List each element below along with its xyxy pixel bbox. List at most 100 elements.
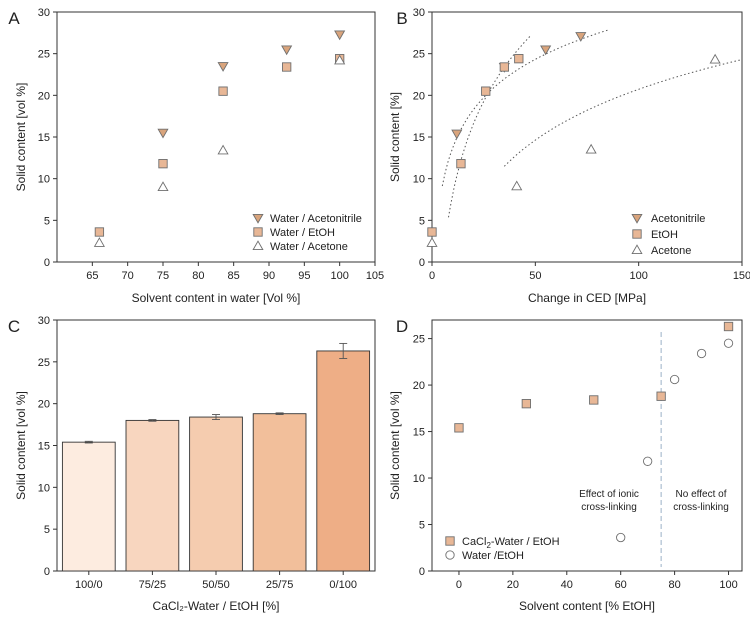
y-tick-label: 5 — [44, 215, 50, 227]
y-axis-label: Solid content [vol %] — [388, 391, 402, 500]
data-point — [616, 532, 626, 543]
legend-marker — [631, 244, 643, 255]
y-tick-label: 30 — [38, 7, 50, 19]
y-tick-label: 15 — [413, 132, 425, 144]
panel-b: 0 5 10 15 20 25 30 0 50 100 150 B Solid content [%] C… — [388, 7, 750, 305]
data-point — [217, 144, 229, 155]
x-tick-label: 0 — [429, 270, 435, 282]
y-tick-label: 15 — [38, 441, 50, 453]
x-tick-label: 105 — [366, 270, 384, 282]
y-tick-label: 10 — [38, 174, 50, 186]
data-point — [511, 180, 523, 191]
legend-marker — [631, 213, 643, 224]
y-tick-label: 25 — [413, 49, 425, 61]
data-point — [158, 159, 168, 169]
legend-label: Acetonitrile — [651, 213, 705, 225]
x-tick-label: 150 — [733, 270, 750, 282]
data-point — [334, 30, 346, 41]
y-tick-label: 5 — [419, 215, 425, 227]
y-tick-label: 25 — [413, 334, 425, 346]
legend-label: Water /EtOH — [462, 550, 524, 562]
legend-marker — [253, 227, 263, 237]
y-tick-label: 15 — [38, 132, 50, 144]
x-tick-label: 50/50 — [202, 579, 230, 591]
legend-marker — [445, 536, 455, 546]
annotation-no-effect: cross-linking — [673, 502, 729, 513]
y-tick-label: 30 — [38, 315, 50, 327]
trend-line — [503, 59, 743, 167]
x-axis-label: Solvent content in water [Vol %] — [132, 291, 301, 305]
y-tick-label: 0 — [419, 257, 425, 269]
data-point — [723, 338, 734, 348]
panel-letter: A — [8, 9, 20, 28]
trend-line — [441, 29, 608, 187]
x-tick-label: 80 — [668, 579, 680, 591]
panel-letter: B — [396, 9, 407, 28]
bar — [125, 419, 180, 572]
x-tick-label: 85 — [228, 270, 240, 282]
data-point — [540, 45, 552, 56]
panel-letter: D — [396, 317, 408, 336]
x-axis-label: CaCl₂-Water / EtOH [%] — [153, 599, 280, 613]
y-axis-label: Solid content [%] — [388, 92, 402, 182]
y-tick-label: 10 — [38, 482, 50, 494]
data-point — [656, 391, 666, 401]
y-tick-label: 5 — [44, 524, 50, 536]
x-tick-label: 0/100 — [329, 579, 357, 591]
data-point — [94, 227, 105, 237]
y-tick-label: 20 — [413, 380, 425, 392]
annotation-no-effect: No effect of — [676, 489, 727, 500]
data-point — [499, 62, 509, 72]
x-tick-label: 70 — [122, 270, 134, 282]
y-tick-label: 0 — [44, 257, 50, 269]
x-tick-label: 75/25 — [139, 579, 167, 591]
legend-marker — [445, 550, 455, 560]
legend-marker — [252, 240, 264, 251]
bar — [316, 350, 371, 572]
annotation-ionic: cross-linking — [581, 502, 637, 513]
data-point — [281, 45, 293, 56]
y-tick-label: 15 — [413, 427, 425, 439]
x-tick-label: 100/0 — [75, 579, 103, 591]
data-point — [643, 456, 653, 466]
data-point — [218, 86, 228, 96]
x-tick-label: 20 — [507, 579, 519, 591]
x-tick-label: 25/75 — [266, 579, 294, 591]
y-tick-label: 10 — [413, 473, 425, 485]
x-tick-label: 80 — [192, 270, 204, 282]
data-point — [585, 143, 597, 154]
annotation-ionic: Effect of ionic — [579, 489, 639, 500]
x-tick-label: 100 — [629, 270, 647, 282]
y-axis-label: Solid content [vol %] — [14, 83, 28, 192]
x-tick-label: 90 — [263, 270, 275, 282]
y-tick-label: 0 — [419, 566, 425, 578]
y-tick-label: 5 — [419, 520, 425, 532]
data-point — [481, 86, 491, 96]
bar — [189, 416, 243, 572]
data-point — [669, 374, 680, 385]
y-tick-label: 0 — [44, 566, 50, 578]
data-point — [93, 237, 105, 247]
panel-letter: C — [8, 317, 20, 336]
x-tick-label: 100 — [330, 270, 348, 282]
bar — [61, 441, 116, 572]
data-point — [589, 395, 599, 405]
y-tick-label: 25 — [38, 49, 50, 61]
y-tick-label: 25 — [38, 357, 50, 369]
plot-frame — [431, 319, 743, 572]
x-tick-label: 95 — [298, 270, 310, 282]
legend-label: Water / Acetone — [270, 241, 348, 253]
data-point — [282, 62, 292, 72]
data-point — [709, 53, 721, 64]
legend-label: Water / EtOH — [270, 227, 335, 239]
x-tick-label: 60 — [615, 579, 627, 591]
legend-label: Acetone — [651, 245, 691, 257]
data-point — [451, 129, 463, 140]
data-point — [456, 159, 466, 169]
data-point — [217, 62, 229, 72]
data-point — [426, 237, 438, 247]
y-tick-label: 20 — [38, 90, 50, 102]
x-tick-label: 100 — [719, 579, 737, 591]
legend-marker — [252, 213, 264, 224]
data-point — [157, 128, 169, 139]
